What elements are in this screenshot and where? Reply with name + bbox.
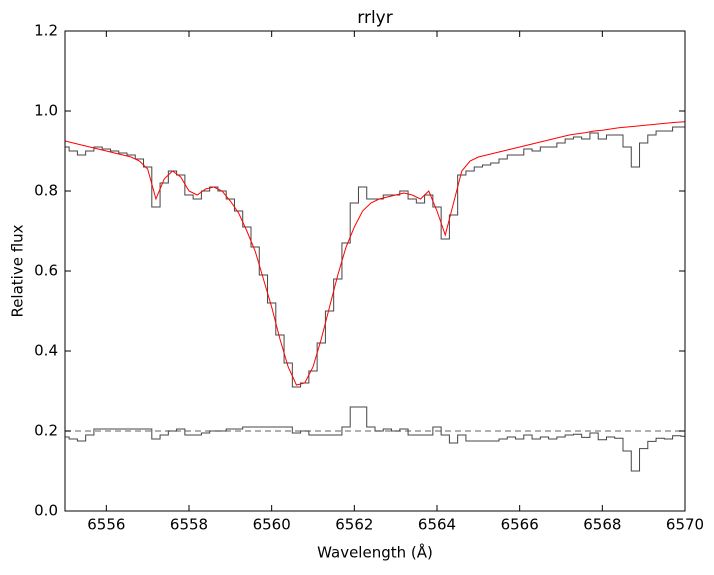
y-tick-label: 0.0 — [34, 502, 58, 520]
plot-area — [65, 121, 685, 472]
y-tick-label: 0.8 — [34, 182, 58, 200]
chart-title: rrlyr — [357, 8, 392, 28]
x-tick-label: 6568 — [583, 516, 621, 534]
x-tick-label: 6570 — [666, 516, 704, 534]
x-tick-label: 6564 — [418, 516, 456, 534]
y-tick-label: 1.2 — [34, 22, 58, 40]
series-line — [65, 406, 685, 472]
x-tick-label: 6560 — [253, 516, 291, 534]
y-tick-label: 1.0 — [34, 102, 58, 120]
y-tick-label: 0.4 — [34, 342, 58, 360]
y-tick-label: 0.6 — [34, 262, 58, 280]
x-tick-label: 6558 — [170, 516, 208, 534]
x-tick-label: 6556 — [87, 516, 125, 534]
x-tick-label: 6562 — [335, 516, 373, 534]
series-line — [65, 121, 685, 386]
x-tick-label: 6566 — [501, 516, 539, 534]
x-axis-label: Wavelength (Å) — [317, 543, 433, 562]
y-tick-label: 0.2 — [34, 422, 58, 440]
y-axis-label: Relative flux — [9, 224, 27, 317]
series-line — [65, 126, 685, 388]
